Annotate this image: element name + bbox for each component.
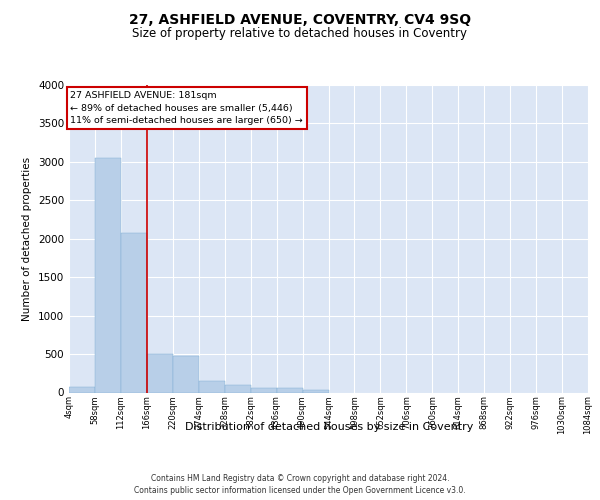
Bar	[251, 388, 277, 392]
Text: 27, ASHFIELD AVENUE, COVENTRY, CV4 9SQ: 27, ASHFIELD AVENUE, COVENTRY, CV4 9SQ	[129, 12, 471, 26]
Bar	[277, 388, 302, 392]
Text: Size of property relative to detached houses in Coventry: Size of property relative to detached ho…	[133, 28, 467, 40]
Text: Distribution of detached houses by size in Coventry: Distribution of detached houses by size …	[185, 422, 473, 432]
Bar	[173, 356, 199, 393]
Y-axis label: Number of detached properties: Number of detached properties	[22, 156, 32, 321]
Bar	[147, 354, 173, 393]
Bar	[302, 390, 329, 392]
Bar	[225, 385, 251, 392]
Bar	[199, 380, 224, 392]
Bar	[121, 233, 147, 392]
Bar	[95, 158, 121, 392]
Text: Contains HM Land Registry data © Crown copyright and database right 2024.
Contai: Contains HM Land Registry data © Crown c…	[134, 474, 466, 495]
Text: 27 ASHFIELD AVENUE: 181sqm
← 89% of detached houses are smaller (5,446)
11% of s: 27 ASHFIELD AVENUE: 181sqm ← 89% of deta…	[70, 91, 303, 125]
Bar	[69, 386, 95, 392]
